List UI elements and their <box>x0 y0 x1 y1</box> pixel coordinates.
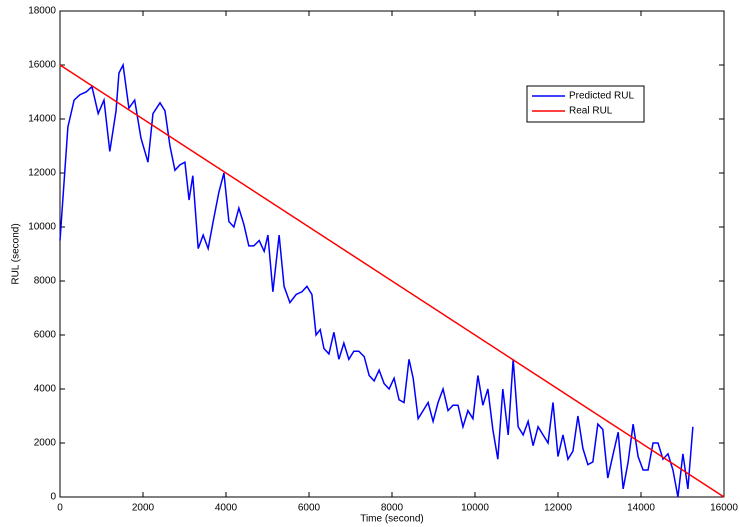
y-tick-label: 12000 <box>28 168 56 179</box>
data-line <box>59 62 694 498</box>
x-tick-label: 14000 <box>627 503 655 514</box>
data-line <box>59 64 725 498</box>
y-tick-label: 2000 <box>34 438 57 449</box>
y-tick-label: 6000 <box>34 330 57 341</box>
x-axis-label: Time (second) <box>360 514 424 525</box>
x-tick-label: 4000 <box>215 503 238 514</box>
y-axis-label: RUL (second) <box>11 223 22 284</box>
y-tick-label: 16000 <box>28 60 56 71</box>
x-tick-label: 0 <box>57 503 63 514</box>
plot-frame <box>59 10 725 498</box>
x-tick-label: 16000 <box>710 503 738 514</box>
x-tick-label: 2000 <box>132 503 155 514</box>
x-tick-label: 10000 <box>461 503 489 514</box>
y-tick-label: 18000 <box>28 6 56 17</box>
legend-label: Predicted RUL <box>569 91 634 102</box>
y-tick-label: 4000 <box>34 384 57 395</box>
legend-box <box>526 85 645 123</box>
y-tick-label: 0 <box>50 492 56 503</box>
x-tick-label: 12000 <box>544 503 572 514</box>
y-tick-label: 8000 <box>34 276 57 287</box>
y-tick-label: 10000 <box>28 222 56 233</box>
x-tick-label: 6000 <box>298 503 321 514</box>
legend-label: Real RUL <box>569 106 613 117</box>
x-tick-label: 8000 <box>381 503 404 514</box>
y-tick-label: 14000 <box>28 114 56 125</box>
